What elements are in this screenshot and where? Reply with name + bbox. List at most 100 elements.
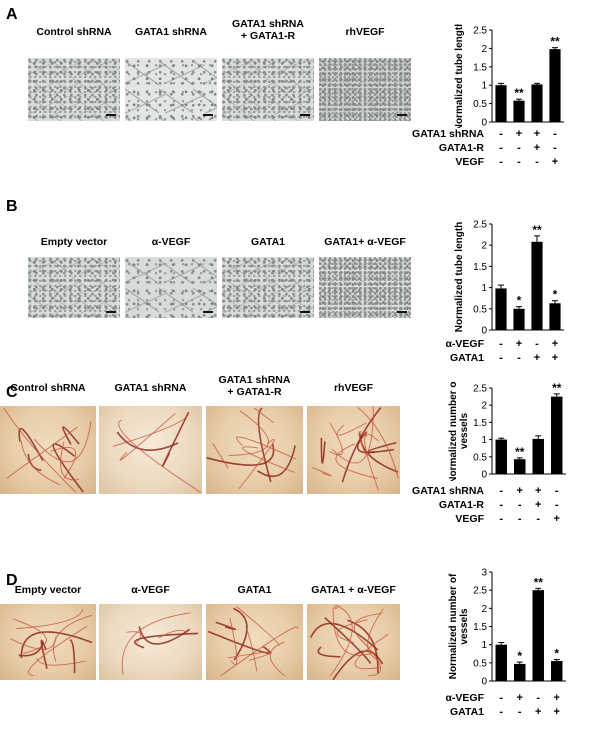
condition-sign: + [533, 128, 541, 140]
bar-chart: 0 0.5 1 1.5 2 2.5 3 Normalized number of vessels… [442, 566, 570, 688]
vessel-line [60, 441, 79, 481]
vessel-line [229, 617, 238, 666]
condition-label: VEGF [455, 156, 484, 168]
bar [532, 590, 544, 681]
condition-sign: - [553, 142, 557, 154]
vessel-line [336, 619, 368, 644]
vessel-line [347, 619, 379, 673]
vessel-line [329, 422, 343, 456]
vessel-line [118, 419, 202, 493]
scale-bar [106, 311, 116, 313]
y-tick-label: 0 [481, 326, 487, 337]
vessel-line [10, 636, 57, 650]
condition-sign: - [536, 513, 541, 525]
vessel-line [40, 639, 48, 669]
image-label: GATA1 shRNA + GATA1-R [218, 374, 291, 398]
vessel-line [36, 657, 86, 666]
vessel-line [16, 608, 84, 629]
y-tick-label: 1.5 [473, 622, 487, 633]
image-label: GATA1 shRNA [114, 382, 187, 394]
vessel-line [69, 639, 76, 674]
condition-label: VEGF [455, 513, 484, 525]
vessel-line [332, 607, 375, 656]
cam-image [307, 604, 400, 680]
vessel-line [220, 626, 298, 677]
scale-bar [397, 114, 407, 116]
vessel-line [254, 407, 274, 424]
significance-marker: * [517, 294, 522, 308]
y-axis-label: Normalized number of [448, 573, 459, 679]
significance-marker: ** [532, 223, 542, 237]
vessel-line [356, 431, 375, 454]
micrograph-image [28, 58, 120, 121]
vessel-line [52, 443, 84, 493]
vessel-line [113, 414, 189, 447]
image-label: GATA1 + α-VEGF [311, 584, 396, 596]
condition-sign: + [553, 513, 560, 525]
panel-c: C Control shRNA GATA1 shRNA GATA1 shRNA + G… [0, 374, 600, 566]
bar [549, 303, 561, 330]
condition-sign: + [551, 338, 559, 350]
vessel-line [206, 443, 275, 466]
image-label: Control shRNA [10, 382, 86, 394]
y-tick-label: 1 [481, 81, 487, 92]
significance-marker: * [553, 288, 558, 302]
cam-image [206, 604, 303, 680]
y-tick-label: 1 [481, 435, 487, 446]
y-axis-label: Normalized tube length [454, 24, 465, 128]
y-tick-label: 1.5 [473, 262, 487, 273]
bar [513, 100, 525, 122]
vessel-line [329, 604, 353, 677]
vessel-line [6, 426, 78, 479]
condition-sign: - [499, 128, 503, 140]
bar-chart: 0 0.5 1 1.5 2 2.5 Normalized number of vessels *… [442, 378, 570, 484]
condition-sign: - [499, 485, 504, 497]
vessel-line [357, 406, 399, 479]
y-axis-label: Normalized number of [448, 382, 459, 481]
y-tick-label: 1.5 [473, 418, 487, 429]
condition-label: α-VEGF [445, 338, 484, 350]
condition-label: α-VEGF [445, 692, 484, 704]
bar [495, 644, 507, 681]
y-tick-label: 0.5 [473, 658, 487, 669]
condition-sign: - [499, 156, 503, 168]
image-label: GATA1 shRNA + GATA1-R [232, 18, 304, 42]
condition-label: GATA1-R [438, 142, 484, 154]
vessel-line [121, 612, 191, 676]
condition-label: GATA1-R [438, 499, 484, 511]
image-label: rhVEGF [345, 26, 385, 38]
condition-sign: - [517, 499, 522, 511]
condition-label: GATA1 [449, 706, 484, 718]
significance-marker: * [517, 649, 522, 663]
vessel-line [49, 447, 77, 479]
condition-label: GATA1 shRNA [412, 128, 484, 140]
bar [531, 241, 543, 330]
significance-marker: ** [552, 382, 562, 395]
bar [495, 85, 507, 122]
vessel-line [353, 612, 383, 647]
condition-sign: - [499, 692, 504, 704]
vessel-line [312, 467, 332, 477]
y-tick-label: 0.5 [473, 452, 487, 463]
y-tick-label: 1.5 [473, 62, 487, 73]
vessel-network [206, 407, 297, 490]
condition-sign: + [553, 692, 560, 704]
panel-label: C [6, 384, 18, 401]
vessel-line [161, 411, 190, 467]
vessel-line [242, 446, 295, 473]
condition-sign: - [499, 706, 504, 718]
micrograph-image [222, 257, 314, 318]
y-tick-label: 1 [481, 640, 487, 651]
vessel-network [121, 612, 199, 676]
condition-sign: - [535, 156, 539, 168]
vessel-line [53, 614, 92, 662]
vessel-line [331, 406, 374, 464]
cam-image [0, 406, 96, 494]
bar-chart-svg: 0 0.5 1 1.5 2 2.5 Normalized number of vessels *… [448, 378, 566, 484]
image-label: GATA1 [237, 584, 272, 596]
significance-marker: * [554, 647, 559, 661]
